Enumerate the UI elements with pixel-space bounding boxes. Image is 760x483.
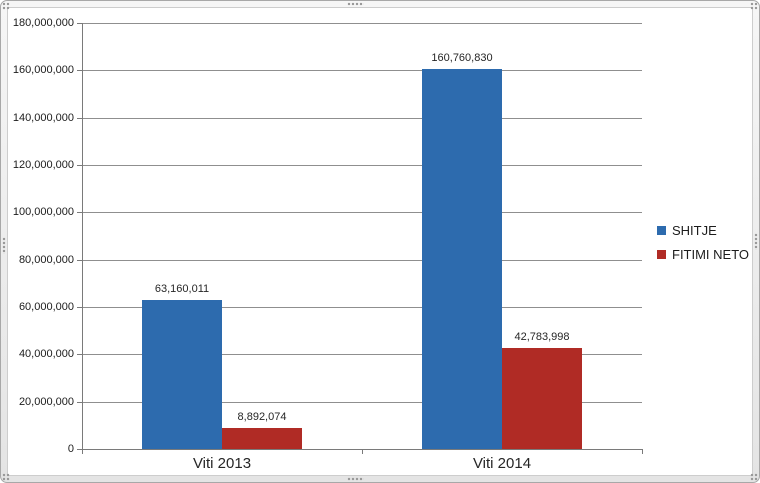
y-axis-tick-label: 80,000,000: [18, 254, 74, 266]
bar-fitimi-neto-viti-2014[interactable]: [502, 348, 582, 449]
gridline: [82, 70, 642, 71]
x-axis-line: [82, 449, 643, 450]
gridline: [82, 212, 642, 213]
y-axis-tick-label: 160,000,000: [12, 64, 74, 76]
legend-item-fitimi-neto[interactable]: FITIMI NETO: [657, 247, 749, 262]
legend-label: FITIMI NETO: [672, 247, 750, 262]
resize-handle-top-right-icon[interactable]: [750, 2, 758, 10]
y-axis-tick: [77, 212, 82, 213]
resize-handle-left-icon[interactable]: [2, 237, 6, 254]
chart-legend[interactable]: SHITJE FITIMI NETO: [657, 223, 749, 271]
data-label: 8,892,074: [237, 411, 287, 423]
y-axis-tick: [77, 307, 82, 308]
legend-item-shitje[interactable]: SHITJE: [657, 223, 749, 238]
data-label: 42,783,998: [514, 331, 570, 343]
y-axis-tick-label: 120,000,000: [12, 159, 74, 171]
y-axis-line: [82, 23, 83, 450]
y-axis-tick-label: 140,000,000: [12, 112, 74, 124]
bar-shitje-viti-2013[interactable]: [142, 300, 222, 449]
series-shitje-swatch-icon: [657, 226, 666, 235]
y-axis-tick: [77, 70, 82, 71]
y-axis-tick-label: 100,000,000: [12, 206, 74, 218]
bar-fitimi-neto-viti-2013[interactable]: [222, 428, 302, 449]
x-axis-tick: [642, 450, 643, 454]
resize-handle-bottom-left-icon[interactable]: [2, 473, 10, 481]
x-axis-tick: [82, 450, 83, 454]
gridline: [82, 165, 642, 166]
x-axis-tick: [362, 450, 363, 454]
series-fitimi-neto-swatch-icon: [657, 250, 666, 259]
x-axis-category-label: Viti 2013: [192, 455, 252, 472]
gridline: [82, 260, 642, 261]
y-axis-tick: [77, 260, 82, 261]
y-axis-tick-label: 40,000,000: [18, 348, 74, 360]
y-axis-tick: [77, 354, 82, 355]
y-axis-tick: [77, 118, 82, 119]
gridline: [82, 354, 642, 355]
x-axis-category-label: Viti 2014: [472, 455, 532, 472]
data-label: 63,160,011: [154, 283, 210, 295]
y-axis-tick: [77, 23, 82, 24]
y-axis-tick-label: 20,000,000: [18, 396, 74, 408]
y-axis-tick: [77, 165, 82, 166]
bar-shitje-viti-2014[interactable]: [422, 69, 502, 449]
resize-handle-bottom-right-icon[interactable]: [750, 473, 758, 481]
y-axis-tick: [77, 402, 82, 403]
gridline: [82, 307, 642, 308]
gridline: [82, 118, 642, 119]
resize-handle-bottom-icon[interactable]: [347, 477, 364, 481]
y-axis-tick-label: 60,000,000: [18, 301, 74, 313]
y-axis-tick-label: 180,000,000: [12, 17, 74, 29]
chart-area[interactable]: [7, 7, 753, 476]
gridline: [82, 23, 642, 24]
legend-label: SHITJE: [672, 223, 717, 238]
gridline: [82, 402, 642, 403]
data-label: 160,760,830: [431, 52, 493, 64]
y-axis-tick: [77, 449, 82, 450]
y-axis-tick-label: 0: [67, 443, 74, 455]
resize-handle-top-icon[interactable]: [347, 2, 364, 6]
resize-handle-right-icon[interactable]: [754, 233, 758, 250]
resize-handle-top-left-icon[interactable]: [2, 2, 10, 10]
